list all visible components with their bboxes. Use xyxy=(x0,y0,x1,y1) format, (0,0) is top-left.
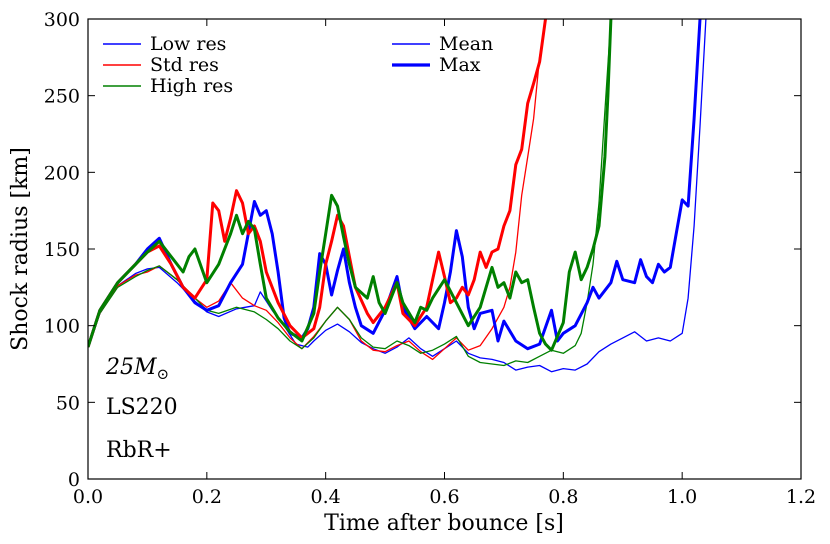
x-tick-label: 1.2 xyxy=(786,486,816,508)
y-tick-label: 300 xyxy=(44,9,80,31)
legend-label-low-res: Low res xyxy=(150,33,226,55)
annotation-scheme: RbR+ xyxy=(106,438,172,463)
series-line-low-res-max xyxy=(88,19,702,351)
legend-label-std-res: Std res xyxy=(150,54,219,76)
series-line-high-res-mean xyxy=(88,19,612,367)
y-tick-label: 150 xyxy=(44,239,80,261)
y-tick-label: 0 xyxy=(68,469,80,491)
annotations: 25M⊙ LS220 RbR+ xyxy=(105,355,178,463)
series-line-high-res-max xyxy=(88,19,613,352)
y-axis-title: Shock radius [km] xyxy=(8,147,33,351)
x-tick-label: 0.6 xyxy=(429,486,459,508)
y-tick-label: 200 xyxy=(44,162,80,184)
legend-label-high-res: High res xyxy=(150,75,233,97)
legend-label-mean: Mean xyxy=(439,33,493,55)
x-tick-label: 0.4 xyxy=(311,486,341,508)
y-tick-label: 50 xyxy=(56,392,80,414)
y-tick-label: 250 xyxy=(44,86,80,108)
x-tick-label: 0.2 xyxy=(192,486,222,508)
axis-ticks: 0.0 0.2 0.4 0.6 0.8 1.0 1.2 0 50 100 150 200 250 300 xyxy=(44,9,816,508)
legend-label-max: Max xyxy=(439,54,481,76)
series-lines xyxy=(88,19,707,373)
x-axis-title: Time after bounce [s] xyxy=(324,511,564,536)
annotation-mass: 25M⊙ xyxy=(105,355,169,383)
series-line-std-res-max xyxy=(88,19,547,348)
annotation-eos: LS220 xyxy=(106,395,178,420)
x-tick-label: 0.8 xyxy=(548,486,578,508)
series-line-low-res-mean xyxy=(88,19,707,373)
legend: Low res Std res High res Mean Max xyxy=(103,33,493,97)
x-tick-label: 0.0 xyxy=(73,486,103,508)
x-tick-label: 1.0 xyxy=(667,486,697,508)
y-tick-label: 100 xyxy=(44,316,80,338)
